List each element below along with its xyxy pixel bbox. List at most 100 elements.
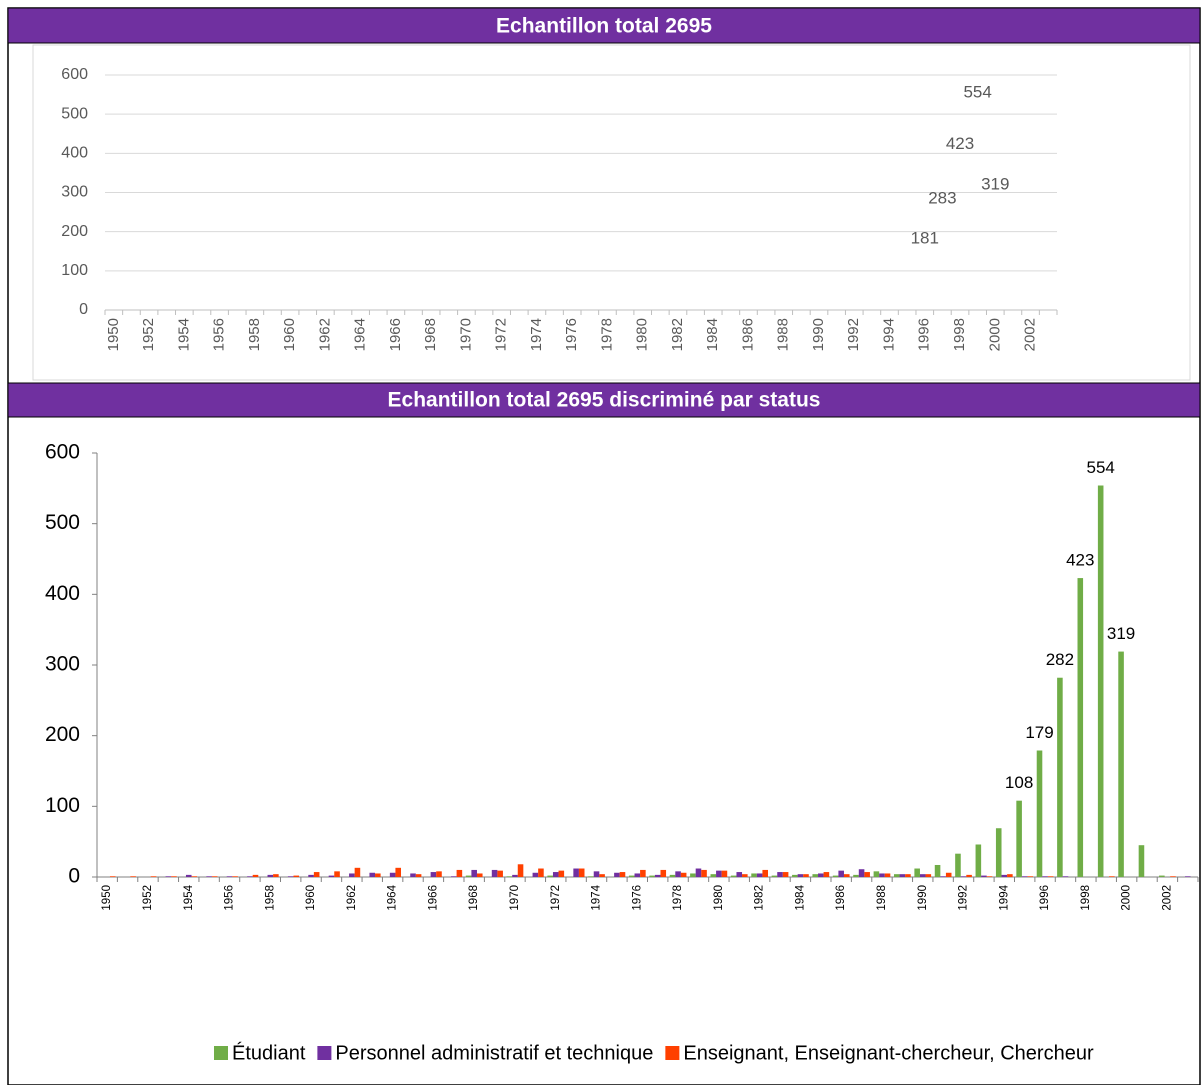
x-tick-label: 1996	[1039, 885, 1051, 911]
bar	[986, 876, 993, 877]
data-label: 179	[1025, 723, 1053, 742]
y-tick-label: 100	[61, 262, 88, 279]
bar	[1047, 876, 1054, 877]
bar	[375, 873, 381, 877]
legend-swatch	[317, 1046, 332, 1060]
data-label: 108	[1005, 773, 1033, 792]
x-tick-label: 1950	[101, 885, 113, 911]
bar	[1118, 651, 1124, 877]
x-tick-label: 1982	[754, 885, 766, 911]
bar	[206, 876, 212, 877]
x-tick-label: 1994	[998, 884, 1010, 910]
y-tick-label: 600	[45, 441, 80, 464]
bar	[171, 876, 177, 877]
bar	[349, 873, 355, 877]
data-label: 282	[1046, 650, 1074, 669]
bar	[165, 876, 172, 877]
bar	[975, 844, 982, 877]
x-tick-label: 1966	[427, 885, 439, 911]
x-tick-label: 1960	[305, 885, 317, 911]
bar	[512, 874, 518, 877]
x-tick-label: 2002	[1022, 318, 1039, 351]
bar	[1042, 876, 1048, 877]
x-tick-label: 1986	[835, 885, 847, 911]
bar	[695, 868, 702, 877]
x-tick-label: 1984	[794, 884, 806, 910]
bar	[843, 874, 850, 877]
x-tick-label: 1964	[352, 318, 369, 351]
data-label: 554	[963, 83, 991, 102]
bar	[1021, 876, 1028, 877]
bar	[619, 872, 626, 877]
bar	[905, 874, 911, 877]
bar	[838, 870, 844, 877]
bar	[1036, 750, 1043, 877]
bar	[1001, 874, 1008, 877]
x-tick-label: 2002	[1161, 885, 1173, 911]
bar	[955, 853, 961, 877]
bar	[185, 874, 192, 877]
x-tick-label: 1970	[509, 885, 521, 911]
bar	[1097, 485, 1104, 877]
bar	[762, 869, 768, 877]
bar	[1159, 875, 1165, 877]
x-tick-label: 1974	[591, 884, 603, 910]
bar	[1007, 874, 1013, 877]
bar	[1027, 876, 1034, 877]
bar	[771, 875, 778, 877]
y-tick-label: 200	[61, 223, 88, 240]
bar	[742, 874, 748, 877]
bar	[914, 868, 920, 877]
y-tick-label: 200	[45, 723, 80, 746]
x-tick-label: 1952	[142, 885, 154, 911]
bar	[934, 864, 941, 877]
bar	[395, 867, 401, 877]
bar	[267, 874, 274, 877]
x-tick-label: 1966	[387, 318, 404, 351]
bar	[680, 872, 687, 877]
bar	[491, 869, 498, 877]
bar	[721, 870, 728, 877]
bar	[701, 869, 707, 877]
data-label: 319	[981, 175, 1009, 194]
x-tick-label: 1980	[713, 885, 725, 911]
bar	[751, 873, 757, 877]
bar	[782, 872, 789, 877]
bar	[966, 874, 972, 877]
x-tick-label: 1988	[876, 885, 888, 911]
bar	[369, 872, 376, 877]
bar	[736, 872, 743, 877]
y-tick-label: 400	[61, 145, 88, 162]
bar	[211, 876, 218, 877]
bar	[588, 876, 594, 877]
x-tick-label: 1996	[916, 318, 933, 351]
bar	[690, 873, 696, 877]
y-tick-label: 0	[79, 301, 88, 318]
x-tick-label: 1994	[880, 318, 897, 351]
x-tick-label: 2000	[986, 318, 1003, 351]
y-tick-label: 600	[61, 66, 88, 83]
bar	[538, 868, 544, 877]
bar	[628, 875, 635, 877]
bar	[354, 867, 361, 877]
y-tick-label: 300	[45, 653, 80, 676]
bar	[109, 876, 116, 877]
y-tick-label: 100	[45, 794, 80, 817]
bar	[818, 873, 824, 877]
bar	[654, 874, 661, 877]
bar	[313, 872, 320, 877]
bar	[894, 874, 900, 877]
bar	[578, 868, 585, 877]
bar	[389, 872, 396, 877]
header-bar	[7, 7, 1201, 44]
bar	[756, 873, 763, 877]
x-tick-label: 1968	[468, 885, 480, 911]
bar	[823, 872, 830, 877]
bar	[451, 876, 457, 877]
bar	[1170, 876, 1176, 877]
bar	[328, 875, 335, 877]
bar	[547, 875, 553, 877]
legend-label: Personnel administratif et technique	[335, 1042, 653, 1064]
bar	[858, 869, 865, 877]
